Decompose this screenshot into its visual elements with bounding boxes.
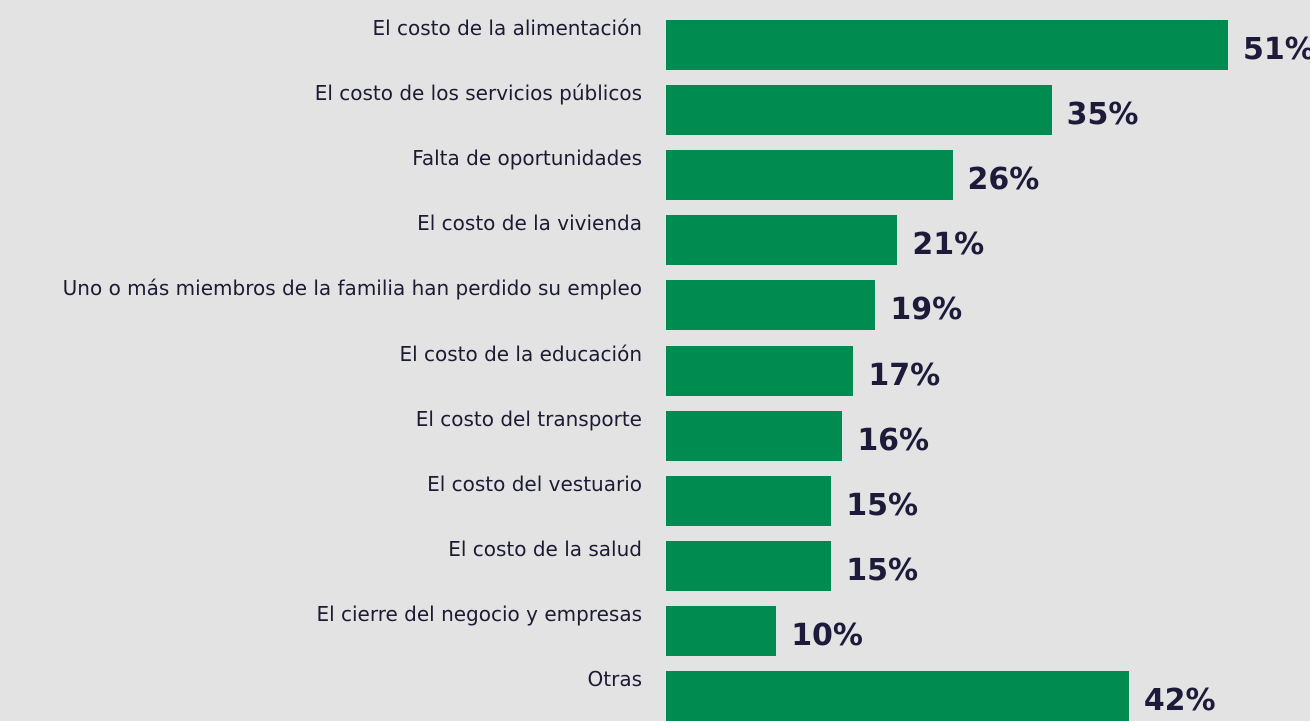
category-label: El costo de la educación [399,341,642,366]
category-label: El costo de la salud [448,536,642,561]
value-label: 35% [1066,97,1139,133]
value-label: 10% [791,617,863,653]
bar [666,150,953,201]
bar [666,410,843,461]
value-label: 42% [1143,683,1216,718]
value-label: 51% [1243,32,1310,67]
bar [666,605,777,656]
value-label: 15% [846,552,919,588]
category-label: El costo de los servicios públicos [314,81,642,106]
bar [666,20,1228,70]
category-label: Falta de oportunidades [412,146,642,171]
category-label: El costo de la vivienda [417,211,642,236]
category-label: El cierre del negocio y empresas [316,601,642,626]
value-label: 16% [857,422,930,458]
value-label: 26% [967,162,1040,198]
value-label: 19% [890,292,963,328]
bar [666,671,1129,721]
category-label: Otras [587,667,642,691]
bar [666,215,898,266]
bar [666,475,832,526]
bar [666,345,854,396]
category-label: El costo de la alimentación [372,16,642,40]
value-label: 15% [846,487,919,523]
category-label: El costo del vestuario [427,471,642,496]
value-label: 17% [868,357,941,393]
bar [666,85,1052,136]
bar [666,280,876,331]
category-label: El costo del transporte [415,406,642,431]
bar [666,540,832,591]
category-label: Uno o más miembros de la familia han per… [56,276,642,301]
value-label: 21% [912,227,985,263]
